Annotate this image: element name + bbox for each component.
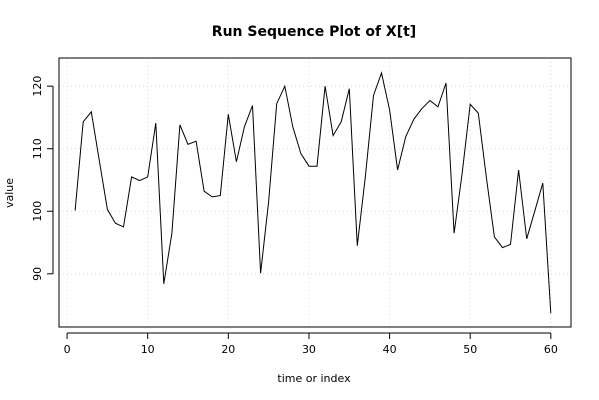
y-tick-label: 100 xyxy=(31,201,44,222)
plot-frame xyxy=(58,57,572,328)
chart-title: Run Sequence Plot of X[t] xyxy=(212,24,416,40)
x-tick-label: 10 xyxy=(141,343,155,356)
series-line xyxy=(74,71,552,314)
x-tick-label: 50 xyxy=(463,343,477,356)
y-tick-label: 110 xyxy=(31,138,44,159)
x-tick-label: 30 xyxy=(302,343,316,356)
x-axis: 0 10 20 30 40 50 60 xyxy=(64,332,558,356)
x-tick-label: 0 xyxy=(64,343,71,356)
y-tick-label: 120 xyxy=(31,76,44,97)
y-axis-label: value xyxy=(3,178,16,208)
y-tick-label: 90 xyxy=(31,267,44,281)
x-tick-label: 40 xyxy=(383,343,397,356)
x-axis-label: time or index xyxy=(277,372,351,385)
grid-lines xyxy=(59,58,571,327)
y-axis: 90 100 110 120 xyxy=(31,76,54,281)
x-tick-label: 20 xyxy=(221,343,235,356)
x-tick-label: 60 xyxy=(544,343,558,356)
